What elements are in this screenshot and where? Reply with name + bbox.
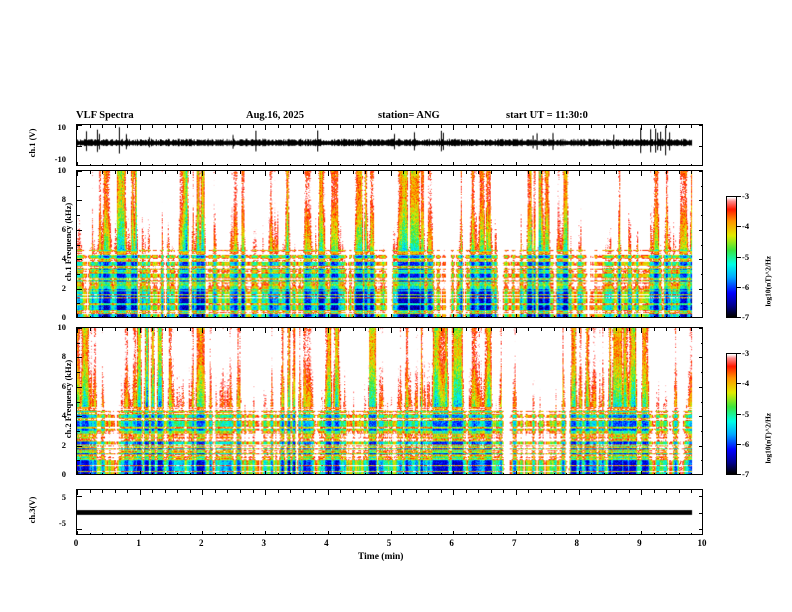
colorbar-tick-label: -4: [742, 378, 750, 389]
x-axis-tick-label: 1: [136, 538, 141, 548]
colorbar-tick-label: -3: [742, 348, 750, 358]
panel-ch1-waveform: [76, 124, 703, 166]
ch2-spectrogram-canvas: [77, 328, 702, 474]
colorbar-tick: [737, 196, 741, 197]
ch1-spectrogram-axis-title: ch.1 Frequency (kHz): [63, 202, 73, 282]
x-axis-tick-label: 10: [697, 538, 707, 548]
spectrogram-ytick-label: 0: [61, 312, 66, 322]
colorbar-tick: [737, 414, 741, 415]
spectrogram-ytick-label: 2: [61, 439, 66, 450]
spectrogram-ytick-label: 6: [61, 380, 66, 391]
colorbar-ch1-gradient: [727, 197, 736, 317]
spectrogram-ytick-label: 4: [61, 253, 66, 264]
ch3-ytick-top: 5: [61, 492, 66, 502]
panel-ch3-waveform: [76, 489, 703, 535]
colorbar-tick: [737, 474, 741, 475]
spectrogram-ytick-label: 0: [61, 469, 66, 479]
figure-title-row: VLF Spectra Aug.16, 2025 station= ANG st…: [76, 110, 703, 124]
colorbar-tick: [737, 287, 741, 288]
x-axis-tick-label: 9: [637, 538, 642, 548]
figure-title: VLF Spectra: [76, 110, 134, 121]
x-axis-tick-label: 8: [574, 538, 580, 548]
ch1-spectrogram-canvas: [77, 171, 702, 317]
x-axis-tick-label: 6: [449, 538, 454, 548]
ch1-ytick-top: 10: [57, 122, 67, 132]
ch1-ytick-bottom: -10: [54, 154, 66, 164]
x-axis-tick-label: 7: [511, 538, 517, 548]
spectrogram-ytick-label: 4: [61, 410, 66, 421]
spectrogram-ytick-label: 10: [57, 165, 67, 175]
colorbar-tick: [737, 317, 741, 318]
colorbar-ch2: [726, 353, 737, 475]
colorbar-tick: [737, 444, 741, 445]
ch3-waveform-axis-title: ch.3(V): [27, 496, 37, 524]
station-label: station= ANG: [378, 110, 440, 121]
ch3-ytick-bottom: -5: [58, 518, 66, 528]
colorbar-tick-label: -7: [742, 312, 750, 322]
x-axis-tick-label: 2: [198, 538, 204, 548]
observation-date: Aug.16, 2025: [246, 110, 305, 121]
colorbar-tick: [737, 383, 741, 384]
ch1-waveform-axis-title: ch.1 (V): [27, 128, 37, 158]
x-axis-tick-label: 0: [73, 538, 79, 548]
colorbar-ch1-title: log10(nT)^2/Hz: [763, 255, 773, 307]
panel-ch1-spectrogram: [76, 170, 703, 318]
spectrogram-ytick-label: 2: [61, 282, 66, 293]
colorbar-tick-label: -5: [742, 408, 750, 419]
colorbar-tick: [737, 353, 741, 354]
start-ut-label: start UT = 11:30:0: [506, 110, 588, 121]
colorbar-ch2-title: log10(nT)^2/Hz: [763, 412, 773, 464]
x-axis-tick-label: 5: [386, 538, 392, 548]
ch1-waveform-canvas: [77, 125, 702, 165]
colorbar-ch2-gradient: [727, 354, 736, 474]
panel-ch2-spectrogram: [76, 327, 703, 475]
ch3-waveform-canvas: [77, 490, 702, 534]
colorbar-tick-label: -4: [742, 221, 750, 232]
x-axis-tick-label: 3: [261, 538, 267, 548]
spectrogram-ytick-label: 8: [61, 351, 66, 362]
colorbar-tick-label: -5: [742, 251, 750, 262]
colorbar-tick-label: -7: [742, 469, 750, 479]
colorbar-ch1: [726, 196, 737, 318]
spectrogram-ytick-label: 10: [57, 322, 67, 332]
x-axis-tick-label: 4: [324, 538, 329, 548]
ch2-spectrogram-axis-title: ch.2 Frequency (kHz): [63, 359, 73, 439]
spectrogram-ytick-label: 6: [61, 223, 66, 234]
spectrogram-ytick-label: 8: [61, 194, 66, 205]
colorbar-tick-label: -6: [742, 281, 750, 292]
colorbar-tick-label: -3: [742, 191, 750, 201]
colorbar-tick: [737, 257, 741, 258]
colorbar-tick-label: -6: [742, 438, 750, 449]
colorbar-tick: [737, 226, 741, 227]
x-axis-title: Time (min): [358, 552, 404, 562]
